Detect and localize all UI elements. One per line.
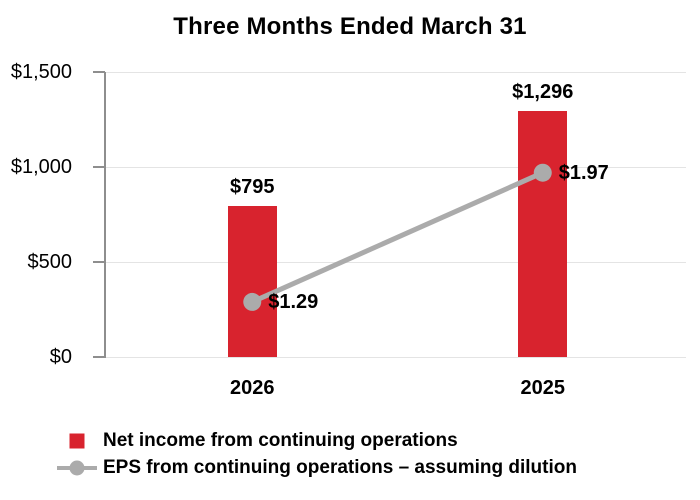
- x-axis-label: 2026: [230, 377, 275, 399]
- legend-label-net-income: Net income from continuing operations: [103, 429, 458, 451]
- eps-point: [533, 163, 552, 182]
- bar-value-label: $1,296: [512, 80, 574, 103]
- legend-item-eps: EPS from continuing operations – assumin…: [57, 454, 577, 481]
- gridline: [105, 71, 686, 73]
- legend: Net income from continuing operations EP…: [57, 427, 577, 481]
- bar-2026: [227, 205, 277, 357]
- y-axis-label: $0: [49, 346, 72, 368]
- gridline: [105, 166, 686, 168]
- bar-value-label: $795: [230, 175, 275, 198]
- legend-icon-box: [57, 427, 97, 454]
- bar-2025: [518, 110, 568, 357]
- gridline: [105, 261, 686, 263]
- y-tick: [93, 261, 105, 263]
- legend-item-net-income: Net income from continuing operations: [57, 427, 577, 454]
- chart-title: Three Months Ended March 31: [173, 13, 527, 40]
- eps-point: [243, 292, 262, 311]
- y-axis-label: $500: [27, 251, 73, 273]
- y-tick: [93, 166, 105, 168]
- y-axis-label: $1,500: [10, 61, 72, 83]
- eps-value-label: $1.97: [558, 161, 609, 184]
- line-marker-icon: [57, 460, 97, 475]
- y-axis-label: $1,000: [10, 156, 72, 178]
- y-axis-line: [104, 72, 106, 358]
- bar-swatch-icon: [69, 433, 85, 448]
- y-tick: [93, 71, 105, 73]
- legend-label-eps: EPS from continuing operations – assumin…: [103, 456, 577, 478]
- y-tick: [93, 356, 105, 358]
- eps-line: [251, 170, 544, 305]
- line-marker-dot-icon: [69, 460, 85, 475]
- eps-value-label: $1.29: [268, 290, 319, 313]
- gridline: [105, 356, 686, 358]
- x-axis-label: 2025: [520, 377, 566, 399]
- legend-icon-box: [57, 454, 97, 481]
